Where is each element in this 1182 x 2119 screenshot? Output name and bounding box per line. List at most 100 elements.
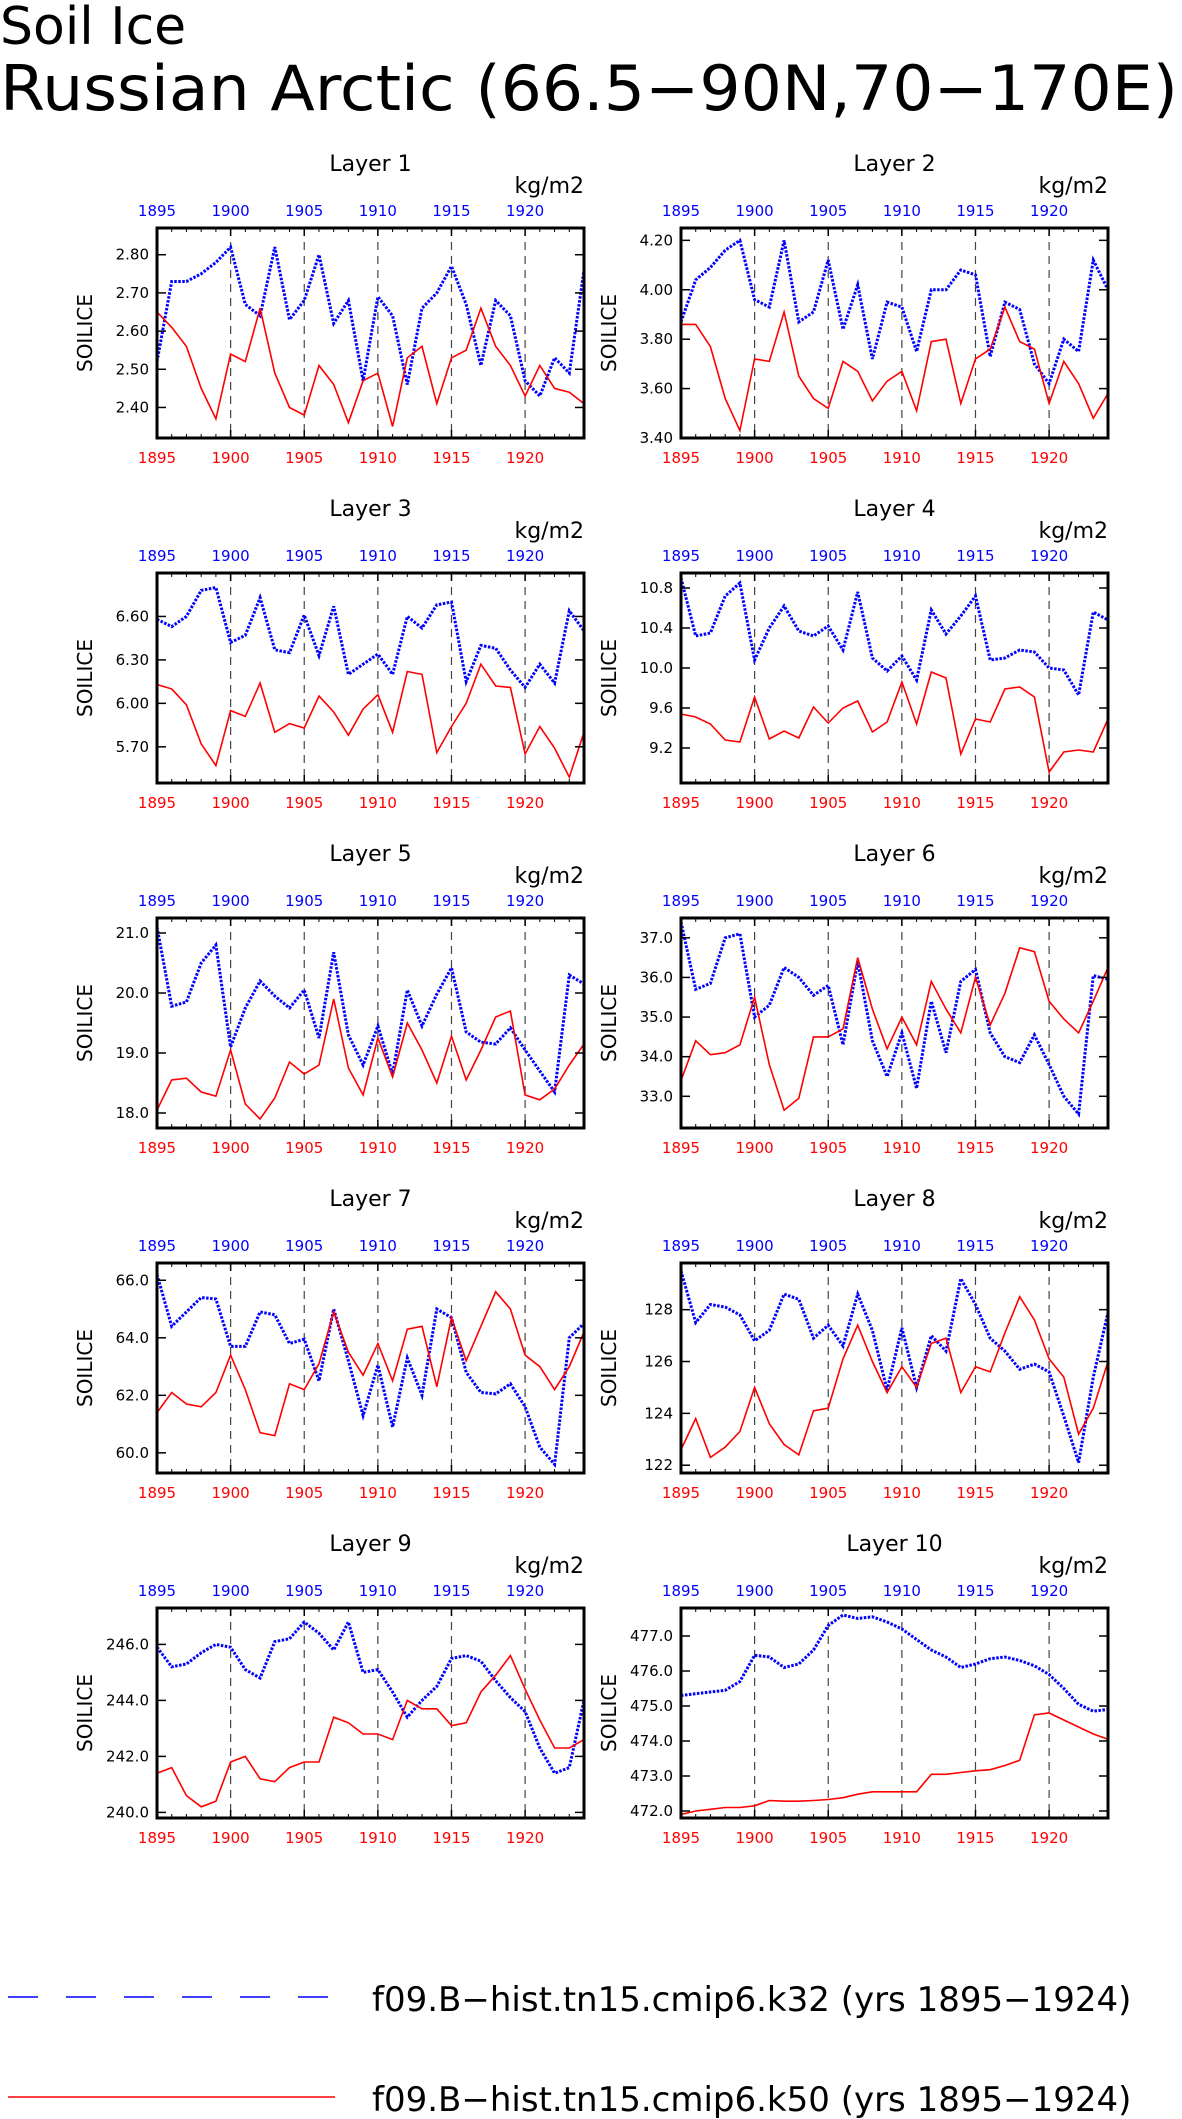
panel-9-xtick-label-top-1905: 1905 xyxy=(285,1582,323,1600)
panel-7-ytick-label-0: 60.0 xyxy=(116,1444,149,1462)
panel-7-xtick-label-top-1920: 1920 xyxy=(506,1237,544,1255)
panel-1-xtick-label-bottom-1905: 1905 xyxy=(285,449,323,467)
panel-6-xtick-label-top-1905: 1905 xyxy=(809,892,847,910)
figure-title-line1: Soil Ice xyxy=(0,0,186,57)
panel-8-xtick-label-bottom-1910: 1910 xyxy=(883,1484,921,1502)
panel-10-xtick-label-bottom-1910: 1910 xyxy=(883,1829,921,1847)
panel-4-frame xyxy=(679,571,1110,785)
panel-10-xtick-label-bottom-1895: 1895 xyxy=(662,1829,700,1847)
panel-10-xtick-label-top-1915: 1915 xyxy=(956,1582,994,1600)
panel-10-xtick-label-top-1910: 1910 xyxy=(883,1582,921,1600)
legend-label-k32: f09.B−hist.tn15.cmip6.k32 (yrs 1895−1924… xyxy=(372,1980,1131,2020)
panel-7-series-red xyxy=(156,1290,585,1437)
panel-8-xtick-label-bottom-1895: 1895 xyxy=(662,1484,700,1502)
panel-7-xtick-label-bottom-1910: 1910 xyxy=(359,1484,397,1502)
panel-9-xtick-label-top-1920: 1920 xyxy=(506,1582,544,1600)
panel-3-xtick-label-bottom-1895: 1895 xyxy=(138,794,176,812)
panel-4-series-blue xyxy=(679,577,1109,700)
panel-9-ylabel: SOILICE xyxy=(73,1674,97,1752)
panel-6-title: Layer 6 xyxy=(853,842,935,867)
panel-8-ytick-label-2: 126 xyxy=(644,1353,673,1371)
panel-2-xtick-label-bottom-1905: 1905 xyxy=(809,449,847,467)
panel-4-units: kg/m2 xyxy=(1038,519,1108,544)
panel-7-xtick-label-top-1895: 1895 xyxy=(138,1237,176,1255)
panel-5-units: kg/m2 xyxy=(514,864,584,889)
panel-8-ytick-label-3: 128 xyxy=(644,1301,673,1319)
panel-9-xtick-label-bottom-1905: 1905 xyxy=(285,1829,323,1847)
panel-1-xtick-label-bottom-1900: 1900 xyxy=(212,449,250,467)
panel-10-ytick-label-4: 476.0 xyxy=(630,1662,673,1680)
panel-2-xtick-label-top-1905: 1905 xyxy=(809,202,847,220)
panel-1-units: kg/m2 xyxy=(514,174,584,199)
panel-4-xtick-label-bottom-1915: 1915 xyxy=(956,794,994,812)
panel-1-ylabel: SOILICE xyxy=(73,294,97,372)
panel-8-xtick-label-bottom-1900: 1900 xyxy=(736,1484,774,1502)
panel-5-ytick-label-1: 19.0 xyxy=(116,1044,149,1062)
panel-7-xtick-label-bottom-1900: 1900 xyxy=(212,1484,250,1502)
panel-8-xtick-label-top-1895: 1895 xyxy=(662,1237,700,1255)
panel-4-ytick-label-0: 9.2 xyxy=(649,739,673,757)
panel-2-units: kg/m2 xyxy=(1038,174,1108,199)
panel-5-series-blue xyxy=(155,926,585,1097)
panel-1-ytick-label-4: 2.80 xyxy=(116,246,149,264)
panel-4-series-red xyxy=(680,670,1109,774)
panel-10-xtick-label-bottom-1900: 1900 xyxy=(736,1829,774,1847)
panel-4-ytick-label-4: 10.8 xyxy=(640,579,673,597)
panel-2-series-blue xyxy=(679,237,1110,387)
panel-3-xtick-label-bottom-1900: 1900 xyxy=(212,794,250,812)
panel-9-xtick-label-bottom-1920: 1920 xyxy=(506,1829,544,1847)
panel-3-series-blue xyxy=(156,585,586,690)
panel-9-xtick-label-top-1900: 1900 xyxy=(212,1582,250,1600)
panel-5: Layer 5 kg/m2 SOILICE 1895 1895 1900 1900 1905 1… xyxy=(73,842,586,1157)
panel-1-ytick-label-2: 2.60 xyxy=(116,322,149,340)
panel-4-ytick-label-1: 9.6 xyxy=(649,699,673,717)
panel-1-ytick-label-0: 2.40 xyxy=(116,398,149,416)
panel-7-ylabel: SOILICE xyxy=(73,1329,97,1407)
legend: f09.B−hist.tn15.cmip6.k32 (yrs 1895−1924… xyxy=(8,1980,1131,2119)
panel-3-xtick-label-bottom-1910: 1910 xyxy=(359,794,397,812)
panel-8-ytick-label-0: 122 xyxy=(644,1456,673,1474)
panel-8-title: Layer 8 xyxy=(853,1187,935,1212)
panel-9-ytick-label-0: 240.0 xyxy=(106,1803,149,1821)
panel-2-xtick-label-bottom-1915: 1915 xyxy=(956,449,994,467)
panel-8-xtick-label-top-1910: 1910 xyxy=(883,1237,921,1255)
panel-8-units: kg/m2 xyxy=(1038,1209,1108,1234)
panel-5-xtick-label-top-1900: 1900 xyxy=(212,892,250,910)
panel-10-title: Layer 10 xyxy=(846,1532,942,1557)
panel-10-ytick-label-0: 472.0 xyxy=(630,1802,673,1820)
panel-9-frame xyxy=(155,1606,586,1820)
panel-4-xtick-label-bottom-1920: 1920 xyxy=(1030,794,1068,812)
panel-7-ytick-label-2: 64.0 xyxy=(116,1329,149,1347)
panel-7-xtick-label-bottom-1915: 1915 xyxy=(432,1484,470,1502)
panel-7-xtick-label-bottom-1905: 1905 xyxy=(285,1484,323,1502)
panel-5-xtick-label-top-1910: 1910 xyxy=(359,892,397,910)
panel-1-xtick-label-top-1920: 1920 xyxy=(506,202,544,220)
panel-5-ytick-label-0: 18.0 xyxy=(116,1104,149,1122)
panel-7-units: kg/m2 xyxy=(514,1209,584,1234)
panel-5-xtick-label-bottom-1915: 1915 xyxy=(432,1139,470,1157)
panel-4-xtick-label-top-1895: 1895 xyxy=(662,547,700,565)
panel-7-xtick-label-top-1905: 1905 xyxy=(285,1237,323,1255)
panel-10-units: kg/m2 xyxy=(1038,1554,1108,1579)
panel-3-series-red xyxy=(156,662,585,780)
panel-3-ylabel: SOILICE xyxy=(73,639,97,717)
panel-5-ylabel: SOILICE xyxy=(73,984,97,1062)
panel-1-xtick-label-bottom-1915: 1915 xyxy=(432,449,470,467)
panel-3-xtick-label-top-1920: 1920 xyxy=(506,547,544,565)
panel-3-ytick-label-1: 6.00 xyxy=(116,694,149,712)
panel-9-series-blue xyxy=(155,1618,586,1776)
panel-5-xtick-label-top-1920: 1920 xyxy=(506,892,544,910)
panel-10-ytick-label-2: 474.0 xyxy=(630,1732,673,1750)
panel-2-xtick-label-top-1910: 1910 xyxy=(883,202,921,220)
panel-4-xtick-label-bottom-1895: 1895 xyxy=(662,794,700,812)
panel-6-ylabel: SOILICE xyxy=(597,984,621,1062)
panel-1-series-red xyxy=(156,305,585,427)
panel-9-ytick-label-3: 246.0 xyxy=(106,1635,149,1653)
panel-3-xtick-label-top-1910: 1910 xyxy=(359,547,397,565)
panel-8-ylabel: SOILICE xyxy=(597,1329,621,1407)
panel-1-xtick-label-top-1900: 1900 xyxy=(212,202,250,220)
panel-1-xtick-label-top-1910: 1910 xyxy=(359,202,397,220)
panel-2-ytick-label-3: 4.00 xyxy=(640,281,673,299)
panel-6-series-red xyxy=(680,946,1109,1112)
